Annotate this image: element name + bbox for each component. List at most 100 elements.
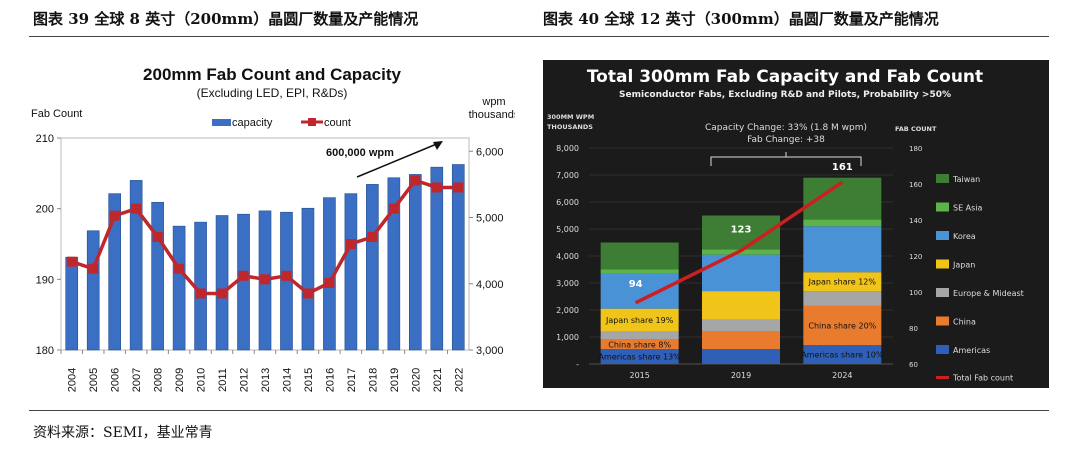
left-axis-tick-label: 3,000 — [556, 279, 579, 288]
fab-change-annotation: Fab Change: +38 — [747, 135, 825, 145]
left-axis-tick-label: - — [576, 360, 579, 369]
x-axis-tick-label: 2007 — [131, 368, 143, 392]
capacity-bar — [366, 184, 379, 351]
legend-swatch-korea — [936, 231, 949, 240]
capacity-bar — [237, 213, 250, 351]
stack-segment-korea — [803, 226, 882, 273]
legend-swatch-se-asia — [936, 202, 949, 212]
capacity-bar — [108, 193, 121, 351]
x-axis-tick-label: 2010 — [196, 368, 208, 392]
right-axis-tick-label: 6,000 — [476, 146, 504, 158]
x-axis-tick-label: 2019 — [389, 368, 401, 392]
count-point — [345, 239, 356, 249]
count-point — [131, 203, 142, 214]
right-left-axis-title-scale: THOUSANDS — [547, 123, 593, 131]
share-label: China share 8% — [608, 340, 671, 349]
count-point — [453, 182, 464, 193]
left-axis-tick-label: 6,000 — [556, 198, 579, 207]
legend-swatch-americas — [936, 345, 949, 354]
left-chart: 200mm Fab Count and Capacity (Excluding … — [31, 65, 515, 392]
x-axis-tick-label: 2015 — [303, 368, 315, 392]
share-label: Japan share 12% — [808, 278, 877, 287]
count-point — [238, 270, 249, 281]
legend-capacity-label: capacity — [232, 117, 273, 129]
right-right-axis-title: FAB COUNT — [895, 125, 937, 133]
count-point — [152, 231, 163, 242]
right-axis-tick-label: 3,000 — [476, 345, 504, 357]
stack-segment-china — [803, 305, 882, 346]
x-axis-tick-label: 2011 — [217, 368, 229, 392]
legend-label: Europe & Mideast — [953, 289, 1024, 298]
count-point — [302, 288, 313, 299]
x-axis-tick-label: 2006 — [110, 368, 122, 392]
right-chart-subtitle: Semiconductor Fabs, Excluding R&D and Pi… — [619, 90, 951, 100]
left-axis-tick-label: 7,000 — [556, 171, 579, 180]
left-axis-title: Fab Count — [31, 108, 82, 120]
x-axis-tick-label: 2005 — [88, 368, 100, 392]
left-axis-tick-label: 5,000 — [556, 225, 579, 234]
share-label: China share 20% — [808, 322, 876, 331]
capacity-bar — [301, 207, 315, 351]
left-axis-tick-label: 210 — [36, 133, 54, 145]
left-figure-caption: 图表 39 全球 8 英寸（200mm）晶圆厂数量及产能情况 — [33, 10, 419, 28]
fab-count-label: 161 — [832, 162, 853, 173]
capacity-bar — [65, 256, 79, 351]
x-axis-tick-label: 2012 — [239, 368, 251, 392]
count-point — [281, 270, 292, 281]
right-axis-tick-label: 160 — [909, 181, 922, 189]
count-point — [431, 182, 442, 193]
legend-swatch-europe-mideast — [936, 288, 949, 297]
x-axis-tick-label: 2016 — [324, 368, 336, 392]
legend-label: Japan — [952, 261, 975, 270]
top-divider — [29, 36, 1049, 37]
x-axis-tick-label: 2018 — [367, 368, 379, 392]
right-chart-title: Total 300mm Fab Capacity and Fab Count — [587, 67, 983, 87]
right-figure-caption: 图表 40 全球 12 英寸（300mm）晶圆厂数量及产能情况 — [543, 10, 939, 28]
legend-label: Korea — [953, 232, 976, 241]
count-point — [260, 274, 270, 285]
x-axis-tick-label: 2022 — [453, 368, 465, 392]
count-point — [217, 288, 228, 299]
fab-count-line — [634, 180, 844, 305]
stack-segment-china — [600, 339, 679, 350]
x-axis-tick-label: 2020 — [410, 368, 422, 392]
stack-segment-americas — [600, 349, 679, 364]
bottom-divider — [29, 410, 1049, 411]
left-axis-tick-label: 4,000 — [556, 252, 579, 261]
stack-segment-china — [702, 331, 780, 350]
capacity-bar — [86, 230, 100, 351]
stack-segment-japan — [803, 272, 882, 292]
right-axis-tick-label: 5,000 — [476, 213, 504, 225]
stack-segment-taiwan — [600, 242, 679, 270]
legend-capacity-swatch — [212, 119, 231, 126]
legend-label: Total Fab count — [952, 374, 1013, 383]
stack-segment-se-asia — [803, 219, 882, 227]
x-axis-tick-label: 2014 — [281, 368, 293, 392]
stack-segment-europe-mideast — [600, 331, 679, 340]
capacity-bar — [129, 180, 143, 351]
capacity-bar — [172, 225, 186, 351]
stack-segment-americas — [702, 349, 780, 364]
x-axis-tick-label: 2024 — [832, 371, 852, 380]
count-point — [174, 263, 185, 274]
capacity-bar — [215, 215, 229, 351]
stack-segment-korea — [702, 254, 780, 292]
legend-count-marker — [308, 118, 316, 126]
share-label: Americas share 10% — [801, 351, 884, 360]
fab-count-label: 123 — [731, 225, 752, 236]
right-axis-tick-label: 140 — [909, 217, 922, 225]
legend-label: China — [953, 318, 976, 327]
left-chart-title: 200mm Fab Count and Capacity — [143, 65, 401, 84]
stack-segment-korea — [600, 273, 679, 309]
count-point — [324, 277, 335, 288]
right-axis-title-unit: wpm — [481, 96, 505, 108]
capacity-bar — [409, 174, 422, 351]
count-point — [195, 288, 206, 299]
left-axis-tick-label: 1,000 — [556, 333, 579, 342]
right-axis-tick-label: 60 — [909, 361, 918, 369]
legend-swatch-japan — [936, 259, 949, 269]
fab-count-label: 94 — [629, 279, 643, 290]
right-chart: Total 300mm Fab Capacity and Fab Count S… — [543, 60, 1049, 388]
source-note: 资料来源：SEMI，基业常青 — [33, 425, 213, 441]
stack-segment-americas — [803, 345, 882, 364]
